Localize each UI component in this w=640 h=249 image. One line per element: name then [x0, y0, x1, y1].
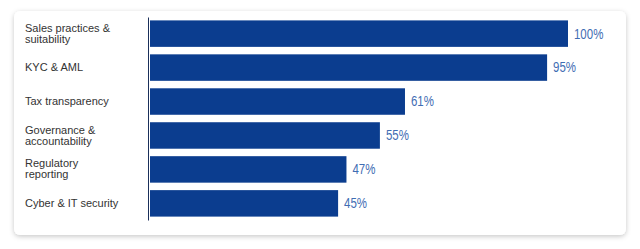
category-label: Sales practices & suitability	[25, 22, 113, 45]
category-label-line: reporting	[25, 168, 68, 180]
category-label-line: Tax transparency	[25, 95, 109, 107]
data-label: 55%	[386, 127, 409, 143]
data-label: 45%	[344, 195, 367, 211]
category-label: Cyber & IT security	[25, 197, 119, 209]
data-label: 47%	[352, 161, 375, 177]
category-label-line: accountability	[25, 134, 92, 146]
tick: KYC & AML	[25, 61, 83, 73]
category-label: Governance & accountability	[25, 123, 98, 146]
data-label: 61%	[411, 93, 434, 109]
category-axis: Sales practices & suitability KYC & AML Ta…	[25, 18, 149, 221]
data-labels: 100% 95% 61% 55% 47% 45%	[344, 25, 603, 211]
data-label: 95%	[553, 59, 576, 75]
category-label-line: suitability	[25, 33, 71, 45]
tick: Governance & accountability	[25, 123, 98, 146]
bar	[150, 190, 338, 216]
card	[14, 11, 626, 235]
category-label-line: Cyber & IT security	[25, 197, 119, 209]
axis-line	[148, 18, 149, 221]
bar	[150, 122, 380, 148]
bar	[150, 156, 346, 182]
bar	[150, 54, 547, 80]
category-label: Regulatory reporting	[25, 157, 81, 180]
tick: Regulatory reporting	[25, 157, 81, 180]
tick: Sales practices & suitability	[25, 22, 113, 45]
bar	[150, 88, 405, 114]
category-label-line: KYC & AML	[25, 61, 83, 73]
category-label: Tax transparency	[25, 95, 109, 107]
chart: Sales practices & suitability KYC & AML Ta…	[0, 0, 640, 249]
bars	[150, 20, 568, 216]
bar	[150, 20, 568, 46]
tick: Cyber & IT security	[25, 197, 119, 209]
data-label: 100%	[574, 25, 603, 41]
tick: Tax transparency	[25, 95, 109, 107]
category-label: KYC & AML	[25, 61, 83, 73]
